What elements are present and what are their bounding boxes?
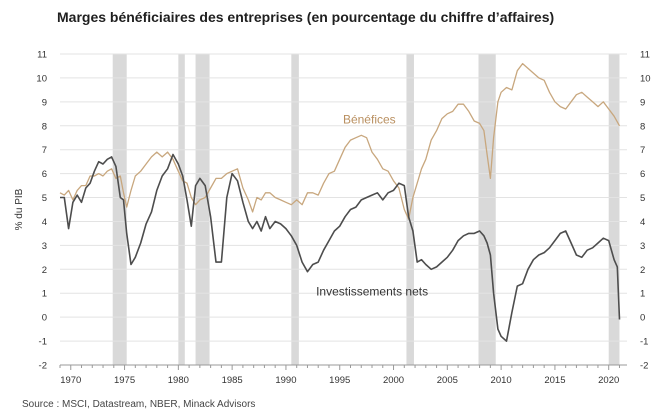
x-tick-label-1975: 1975 bbox=[114, 375, 135, 386]
series-line-0 bbox=[59, 62, 621, 220]
y-tick-left-8: 8 bbox=[42, 121, 47, 132]
grid-lines bbox=[60, 53, 627, 366]
y-tick-right-8: 8 bbox=[640, 121, 645, 132]
source-note: Source : MSCI, Datastream, NBER, Minack … bbox=[22, 399, 256, 410]
recession-band-3 bbox=[291, 54, 299, 365]
y-tick-left-4: 4 bbox=[42, 217, 47, 228]
y-tick-left--1: -1 bbox=[39, 337, 47, 348]
y-tick-right-4: 4 bbox=[640, 217, 645, 228]
y-tick-left-11: 11 bbox=[37, 50, 47, 61]
y-tick-right--1: -1 bbox=[640, 337, 648, 348]
series-lines bbox=[59, 62, 621, 342]
x-tick-label-2000: 2000 bbox=[383, 375, 404, 386]
y-tick-right-2: 2 bbox=[640, 265, 645, 276]
series-line-1 bbox=[60, 153, 621, 342]
y-tick-right-6: 6 bbox=[640, 169, 645, 180]
y-tick-right-7: 7 bbox=[640, 145, 645, 156]
y-tick-right-11: 11 bbox=[640, 50, 650, 61]
recession-band-5 bbox=[478, 54, 496, 365]
x-tick-label-1985: 1985 bbox=[222, 375, 243, 386]
x-tick-label-2005: 2005 bbox=[437, 375, 458, 386]
y-axis-label: % du PIB bbox=[14, 188, 25, 230]
x-tick-label-2015: 2015 bbox=[544, 375, 565, 386]
y-tick-right-1: 1 bbox=[640, 289, 645, 300]
y-tick-right-0: 0 bbox=[640, 313, 645, 324]
series-label-investissements: Investissements nets bbox=[316, 285, 428, 299]
x-tick-label-1970: 1970 bbox=[60, 375, 81, 386]
x-tick-label-1995: 1995 bbox=[329, 375, 350, 386]
chart-title: Marges bénéficiaires des entreprises (en… bbox=[57, 9, 555, 25]
y-tick-left-2: 2 bbox=[42, 265, 47, 276]
y-tick-right-10: 10 bbox=[640, 73, 651, 84]
y-tick-left-0: 0 bbox=[42, 313, 47, 324]
recession-band-1 bbox=[178, 54, 185, 365]
x-tick-label-2020: 2020 bbox=[598, 375, 619, 386]
y-tick-left-9: 9 bbox=[42, 97, 47, 108]
x-tick-label-2010: 2010 bbox=[491, 375, 512, 386]
labels: Bénéfices Investissements nets bbox=[316, 112, 428, 298]
y-tick-right--2: -2 bbox=[640, 361, 648, 372]
series-label-benefices: Bénéfices bbox=[343, 112, 396, 126]
y-tick-left-7: 7 bbox=[42, 145, 47, 156]
y-tick-left-6: 6 bbox=[42, 169, 47, 180]
recession-band-0 bbox=[112, 54, 127, 365]
x-tick-label-1990: 1990 bbox=[275, 375, 296, 386]
y-tick-right-5: 5 bbox=[640, 193, 645, 204]
x-tick-label-1980: 1980 bbox=[168, 375, 189, 386]
recession-band-2 bbox=[195, 54, 210, 365]
y-tick-left-1: 1 bbox=[42, 289, 47, 300]
y-tick-right-3: 3 bbox=[640, 241, 645, 252]
y-tick-left-10: 10 bbox=[36, 73, 47, 84]
y-tick-right-9: 9 bbox=[640, 97, 645, 108]
y-tick-left-3: 3 bbox=[42, 241, 47, 252]
y-tick-left--2: -2 bbox=[39, 361, 47, 372]
y-tick-left-5: 5 bbox=[42, 193, 47, 204]
recession-band-6 bbox=[608, 54, 620, 365]
